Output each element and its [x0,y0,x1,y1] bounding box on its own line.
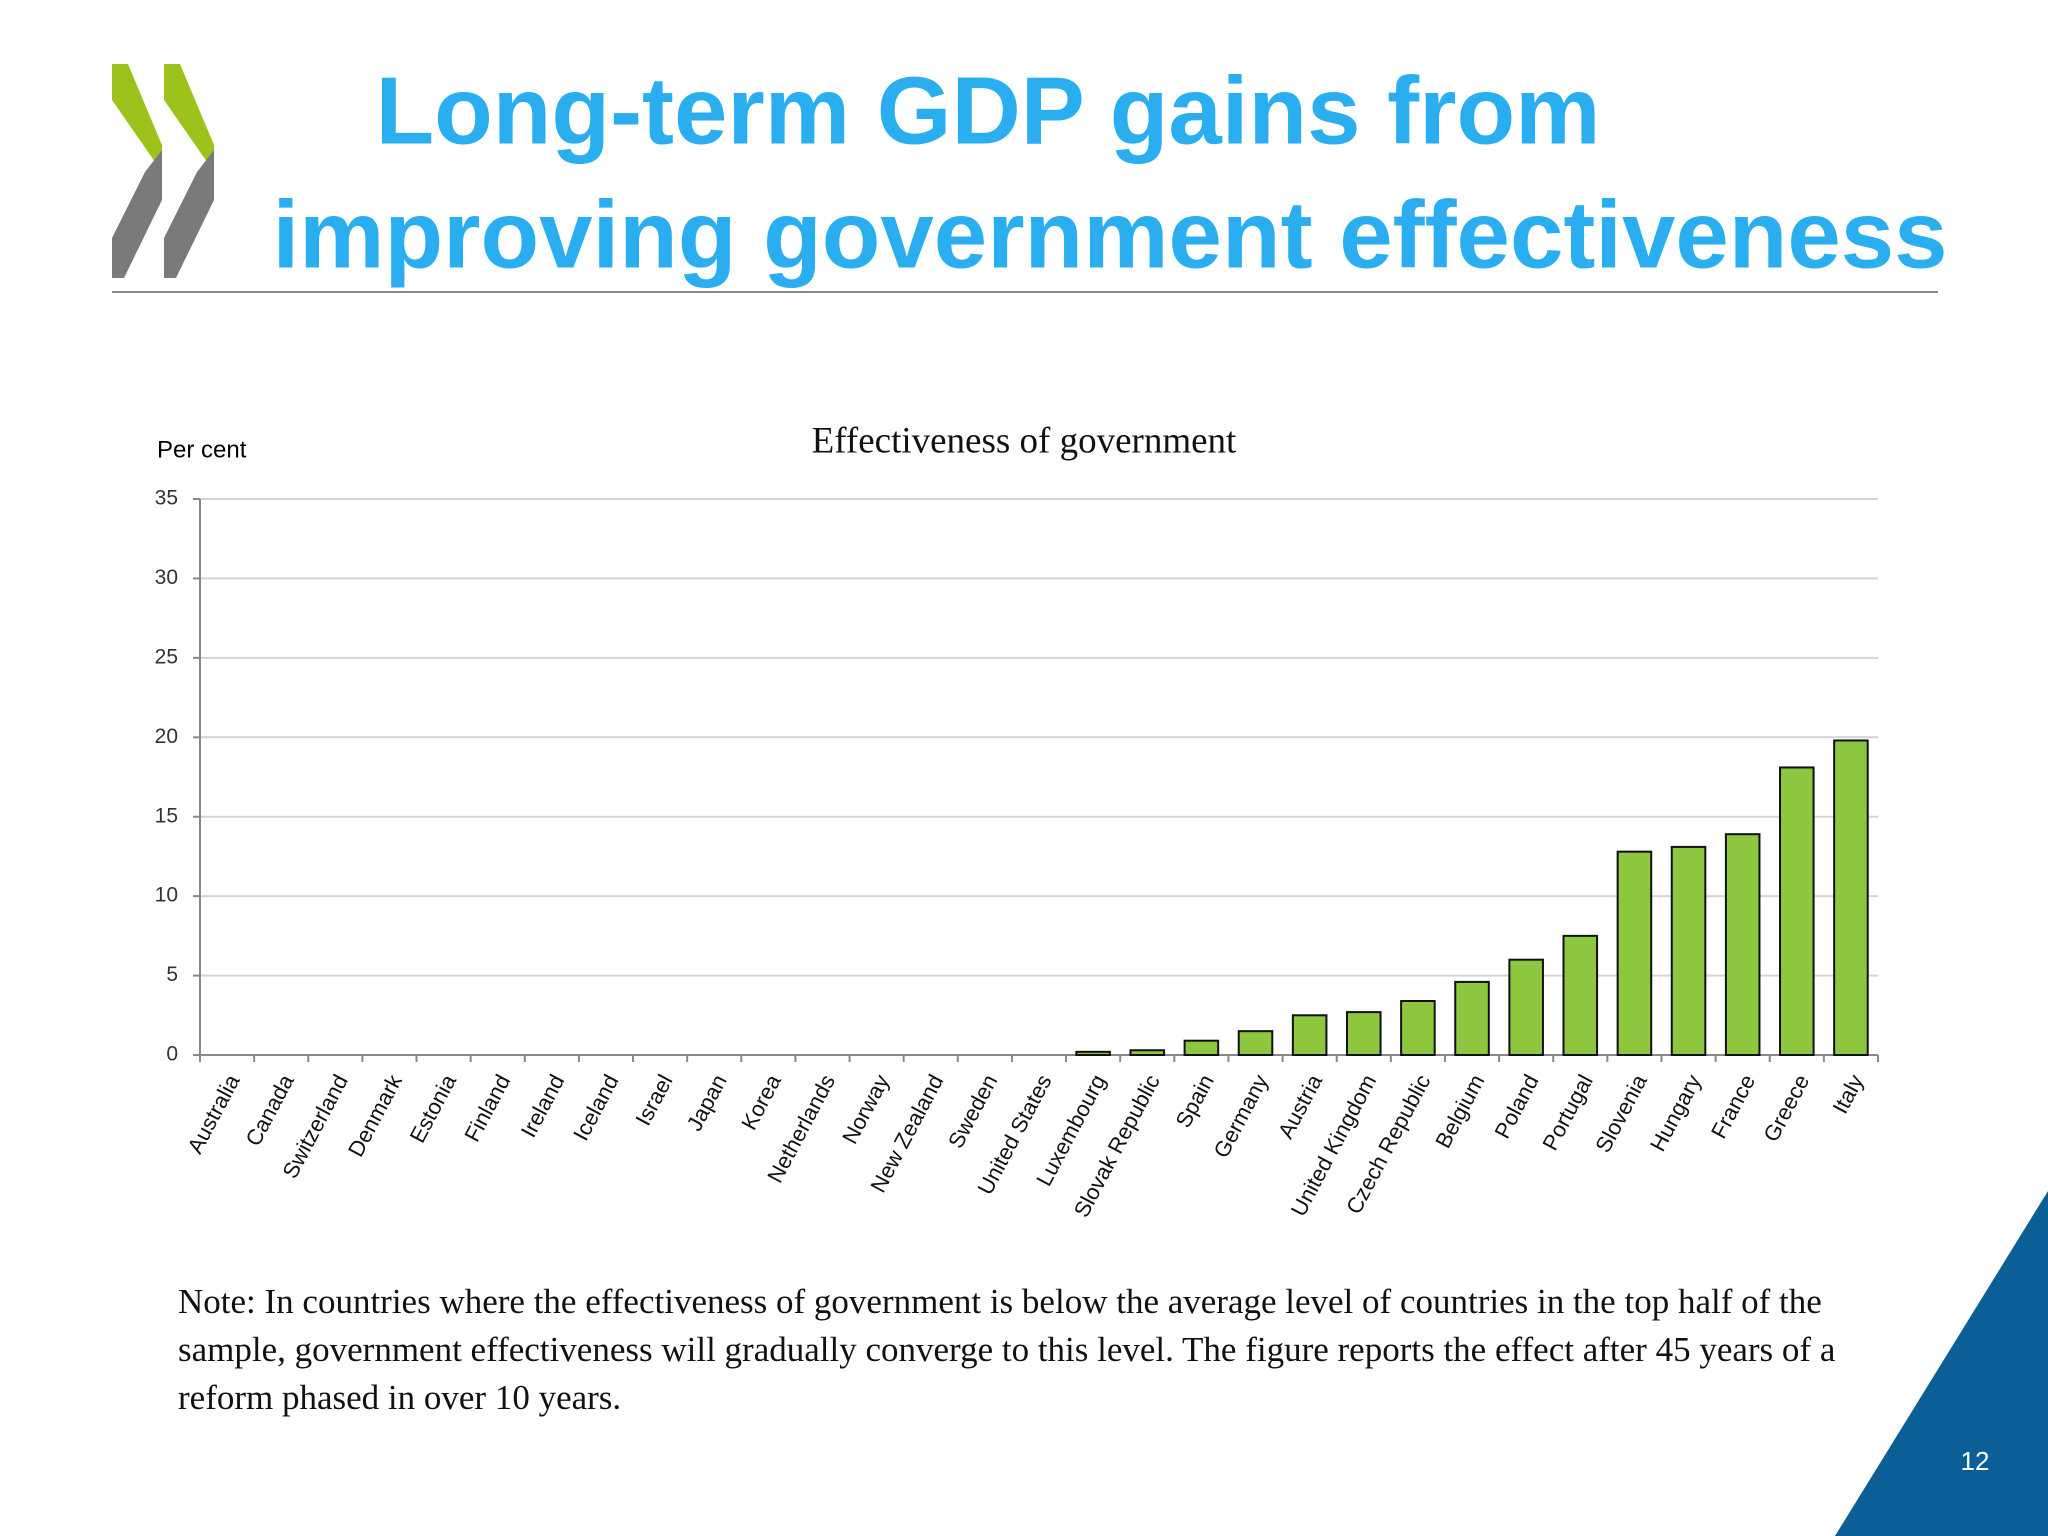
x-tick-label: Denmark [343,1069,407,1160]
x-tick-label: Italy [1827,1070,1868,1117]
x-tick-label: Spain [1170,1070,1218,1131]
x-tick-label: Austria [1273,1070,1328,1143]
x-tick-label: Iceland [568,1070,623,1144]
y-axis-label: Per cent [157,436,247,463]
x-tick-label: Estonia [405,1070,462,1147]
logo-green [164,64,214,172]
x-tick-label: Greece [1758,1070,1814,1145]
x-tick-label: Australia [182,1070,245,1158]
x-tick-label: Japan [682,1070,732,1135]
x-tick-label: Poland [1489,1070,1543,1142]
slide-title: improving government effectiveness [272,181,1947,288]
logo-grey [112,150,162,278]
y-tick-label: 25 [155,645,178,668]
bar [1454,980,1490,1057]
chart-title: Effectiveness of government [812,420,1237,461]
x-tick-label: France [1706,1070,1760,1142]
bar [1670,845,1707,1057]
x-tick-label: Ireland [516,1070,570,1141]
x-tick-label: Belgium [1430,1070,1489,1152]
bar [1779,766,1815,1056]
bar [1508,958,1544,1057]
x-tick-label: Portugal [1537,1070,1598,1154]
x-tick-label: Finland [459,1070,515,1145]
bar [1562,934,1599,1056]
x-tick-label: Slovenia [1590,1070,1652,1157]
bar [1345,1011,1382,1057]
x-tick-label: Canada [240,1070,299,1150]
bar [1075,1050,1111,1057]
page-number: 12 [1961,1446,1990,1476]
x-tick-label: Germany [1209,1070,1274,1162]
slide-title: Long-term GDP gains from [376,57,1601,164]
corner-triangle [1835,1191,2048,1536]
bar [1400,999,1436,1057]
x-tick-label: Hungary [1645,1070,1706,1155]
bar [1237,1030,1274,1056]
logo-grey [164,150,214,278]
y-tick-label: 10 [155,884,178,907]
bar [1183,1039,1220,1057]
bar [1616,850,1653,1056]
y-tick-label: 35 [155,487,178,510]
y-tick-label: 15 [155,804,178,827]
x-tick-label: Korea [736,1070,786,1134]
y-tick-label: 0 [166,1043,178,1066]
y-tick-label: 5 [166,963,178,986]
x-tick-label: Israel [630,1070,677,1129]
bar [1724,833,1761,1057]
y-tick-label: 30 [155,566,178,589]
x-tick-label: Sweden [943,1070,1002,1152]
bar [1833,739,1869,1056]
y-tick-label: 20 [155,725,178,748]
bar [1129,1049,1166,1056]
x-tick-label: Norway [837,1070,894,1148]
logo-green [112,64,162,172]
bar [1291,1014,1328,1056]
note: Note: In countries where the effectivene… [178,1282,1836,1417]
